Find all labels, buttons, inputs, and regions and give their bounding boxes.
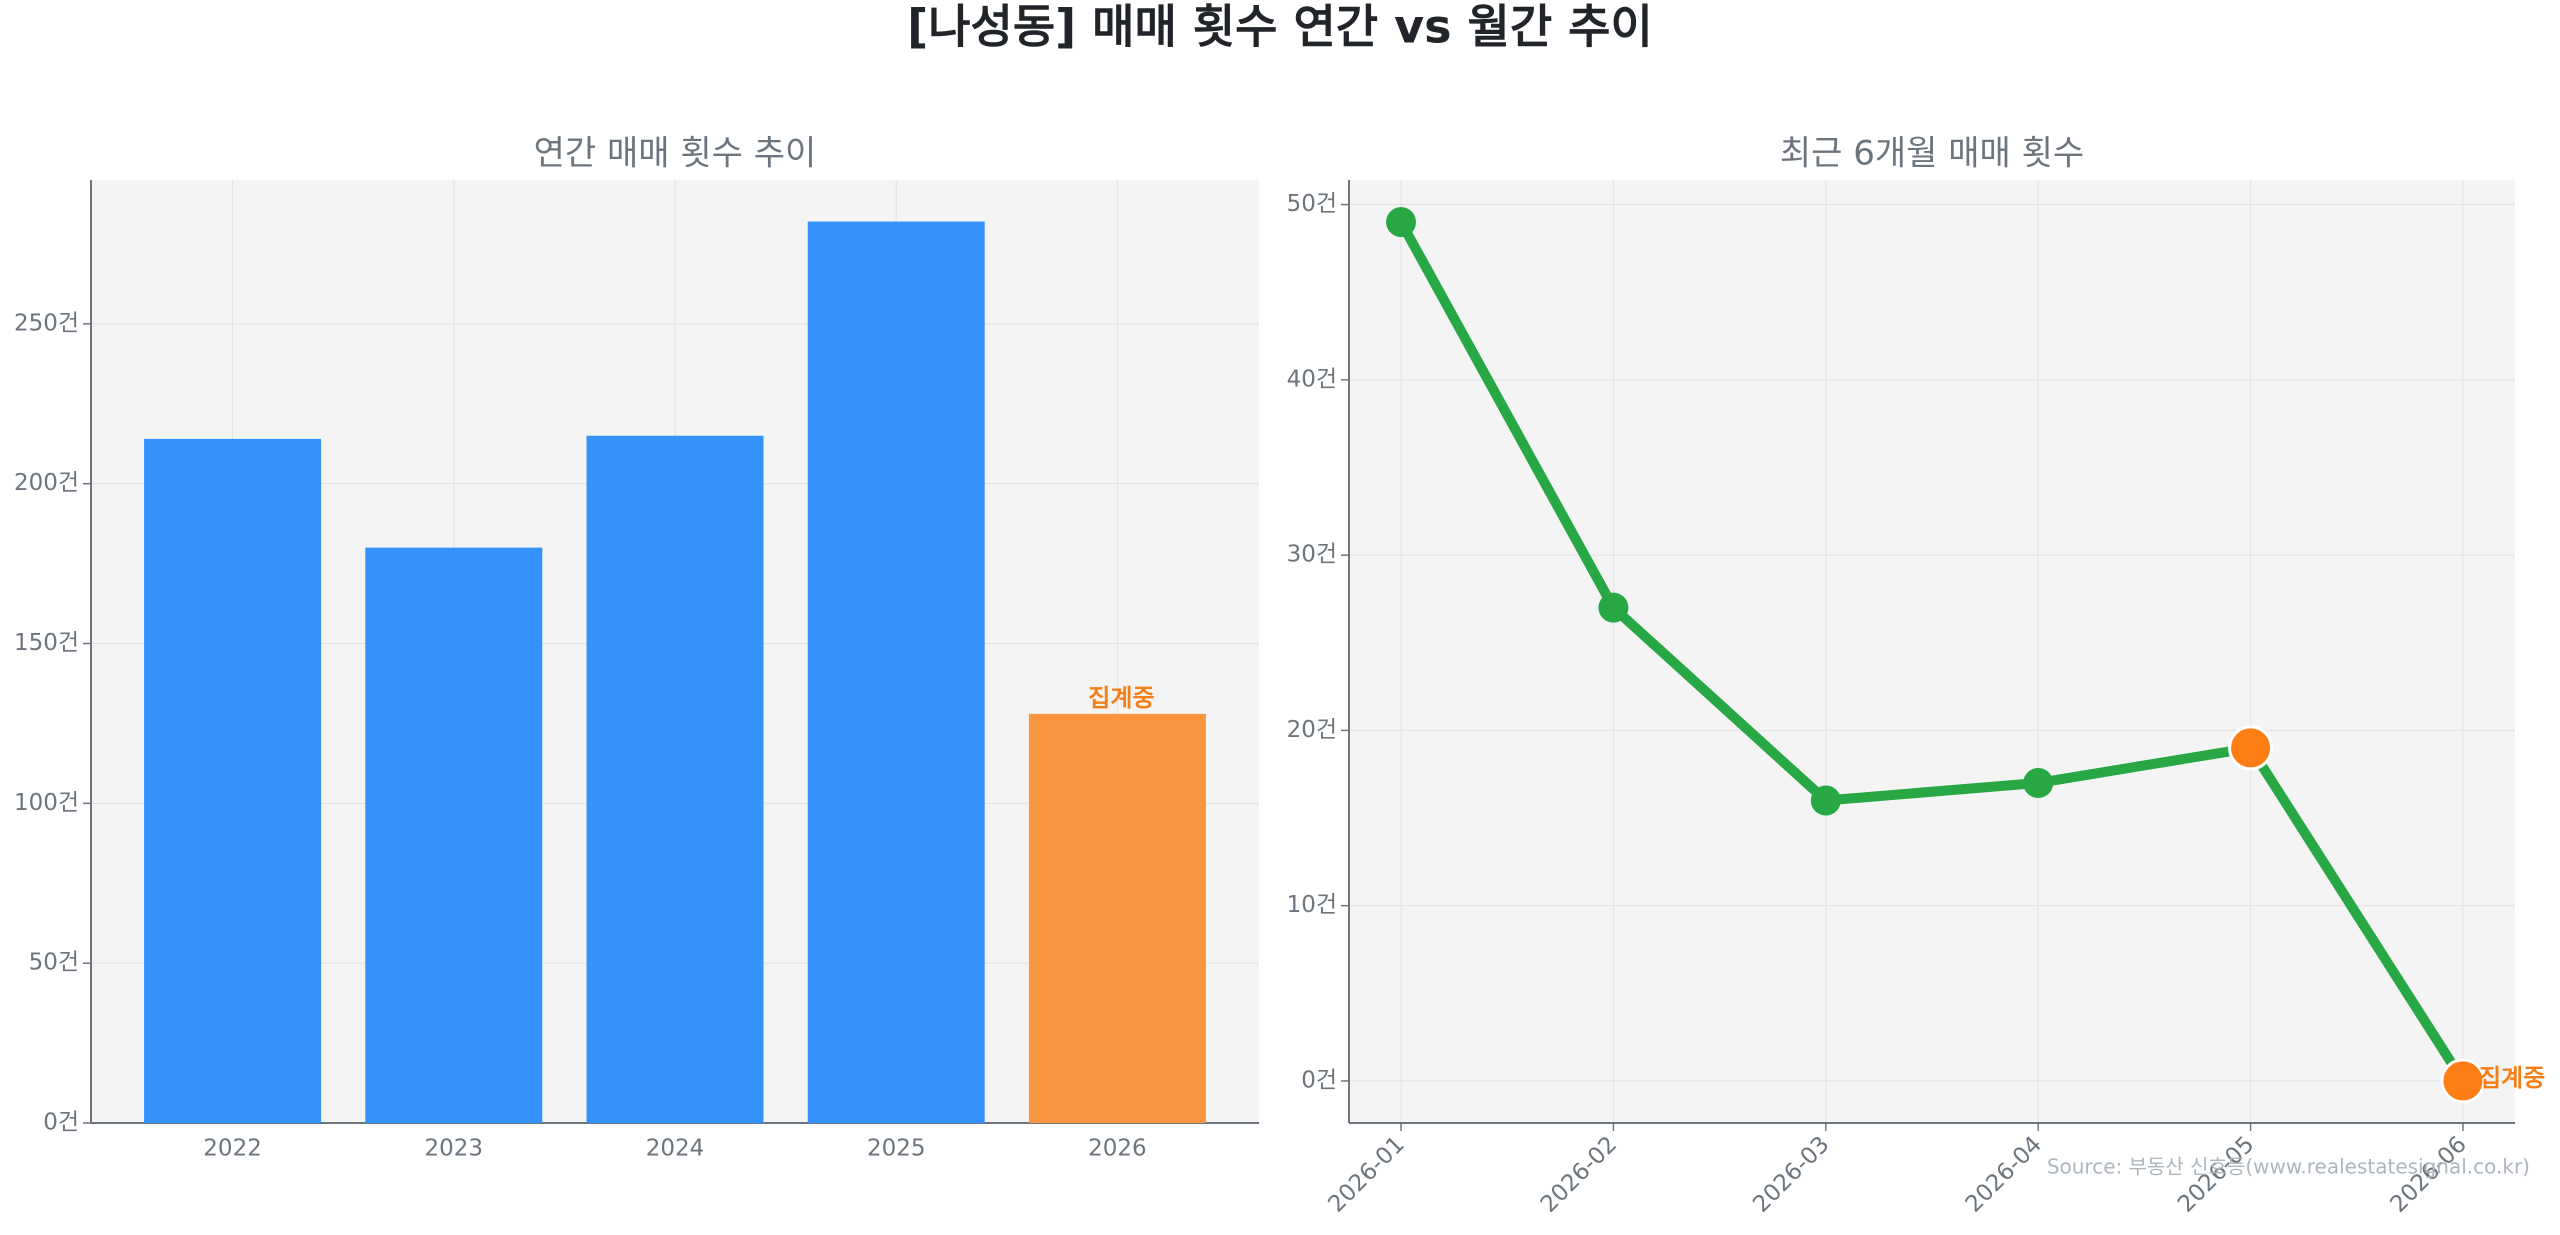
subplot-title: 최근 6개월 매매 횟수	[1780, 134, 2084, 174]
y-tick-label: 50건	[29, 950, 79, 976]
annotation: 집계중	[2479, 1064, 2545, 1092]
y-tick-label: 250건	[14, 310, 79, 336]
x-tick-label: 2023	[425, 1136, 484, 1162]
annotation: 집계중	[1088, 684, 1154, 712]
x-tick-label: 2025	[867, 1136, 926, 1162]
marker	[2440, 1058, 2486, 1104]
marker	[2228, 725, 2274, 771]
y-tick-label: 0건	[43, 1110, 79, 1136]
line	[1396, 219, 2468, 1084]
marker	[1598, 592, 1629, 623]
figure-title: [나성동] 매매 횟수 연간 vs 월간 추이	[907, 0, 1653, 54]
plot-area	[1349, 180, 2515, 1123]
bar	[807, 221, 985, 1124]
y-tick-label: 100건	[14, 790, 79, 816]
y-tick-label: 200건	[14, 470, 79, 496]
bar	[144, 438, 322, 1123]
marker	[2023, 767, 2054, 798]
x-tick-label: 2022	[203, 1136, 262, 1162]
y-tick-label: 30건	[1287, 542, 1337, 568]
source-note: Source: 부동산 신호등(www.realestatesignal.co.…	[2047, 1155, 2530, 1179]
subplot-title: 연간 매매 횟수 추이	[534, 134, 817, 174]
bar	[365, 547, 543, 1123]
y-tick-label: 40건	[1287, 366, 1337, 392]
x-tick-label: 2024	[646, 1136, 705, 1162]
y-tick-label: 50건	[1287, 191, 1337, 217]
bar	[1028, 713, 1206, 1123]
y-tick-label: 10건	[1287, 892, 1337, 918]
y-tick-label: 20건	[1287, 717, 1337, 743]
marker	[1810, 785, 1841, 816]
marker	[1386, 207, 1417, 238]
x-tick-label: 2026	[1088, 1136, 1147, 1162]
y-tick-label: 0건	[1301, 1067, 1337, 1093]
bar	[586, 435, 764, 1123]
y-tick-label: 150건	[14, 630, 79, 656]
